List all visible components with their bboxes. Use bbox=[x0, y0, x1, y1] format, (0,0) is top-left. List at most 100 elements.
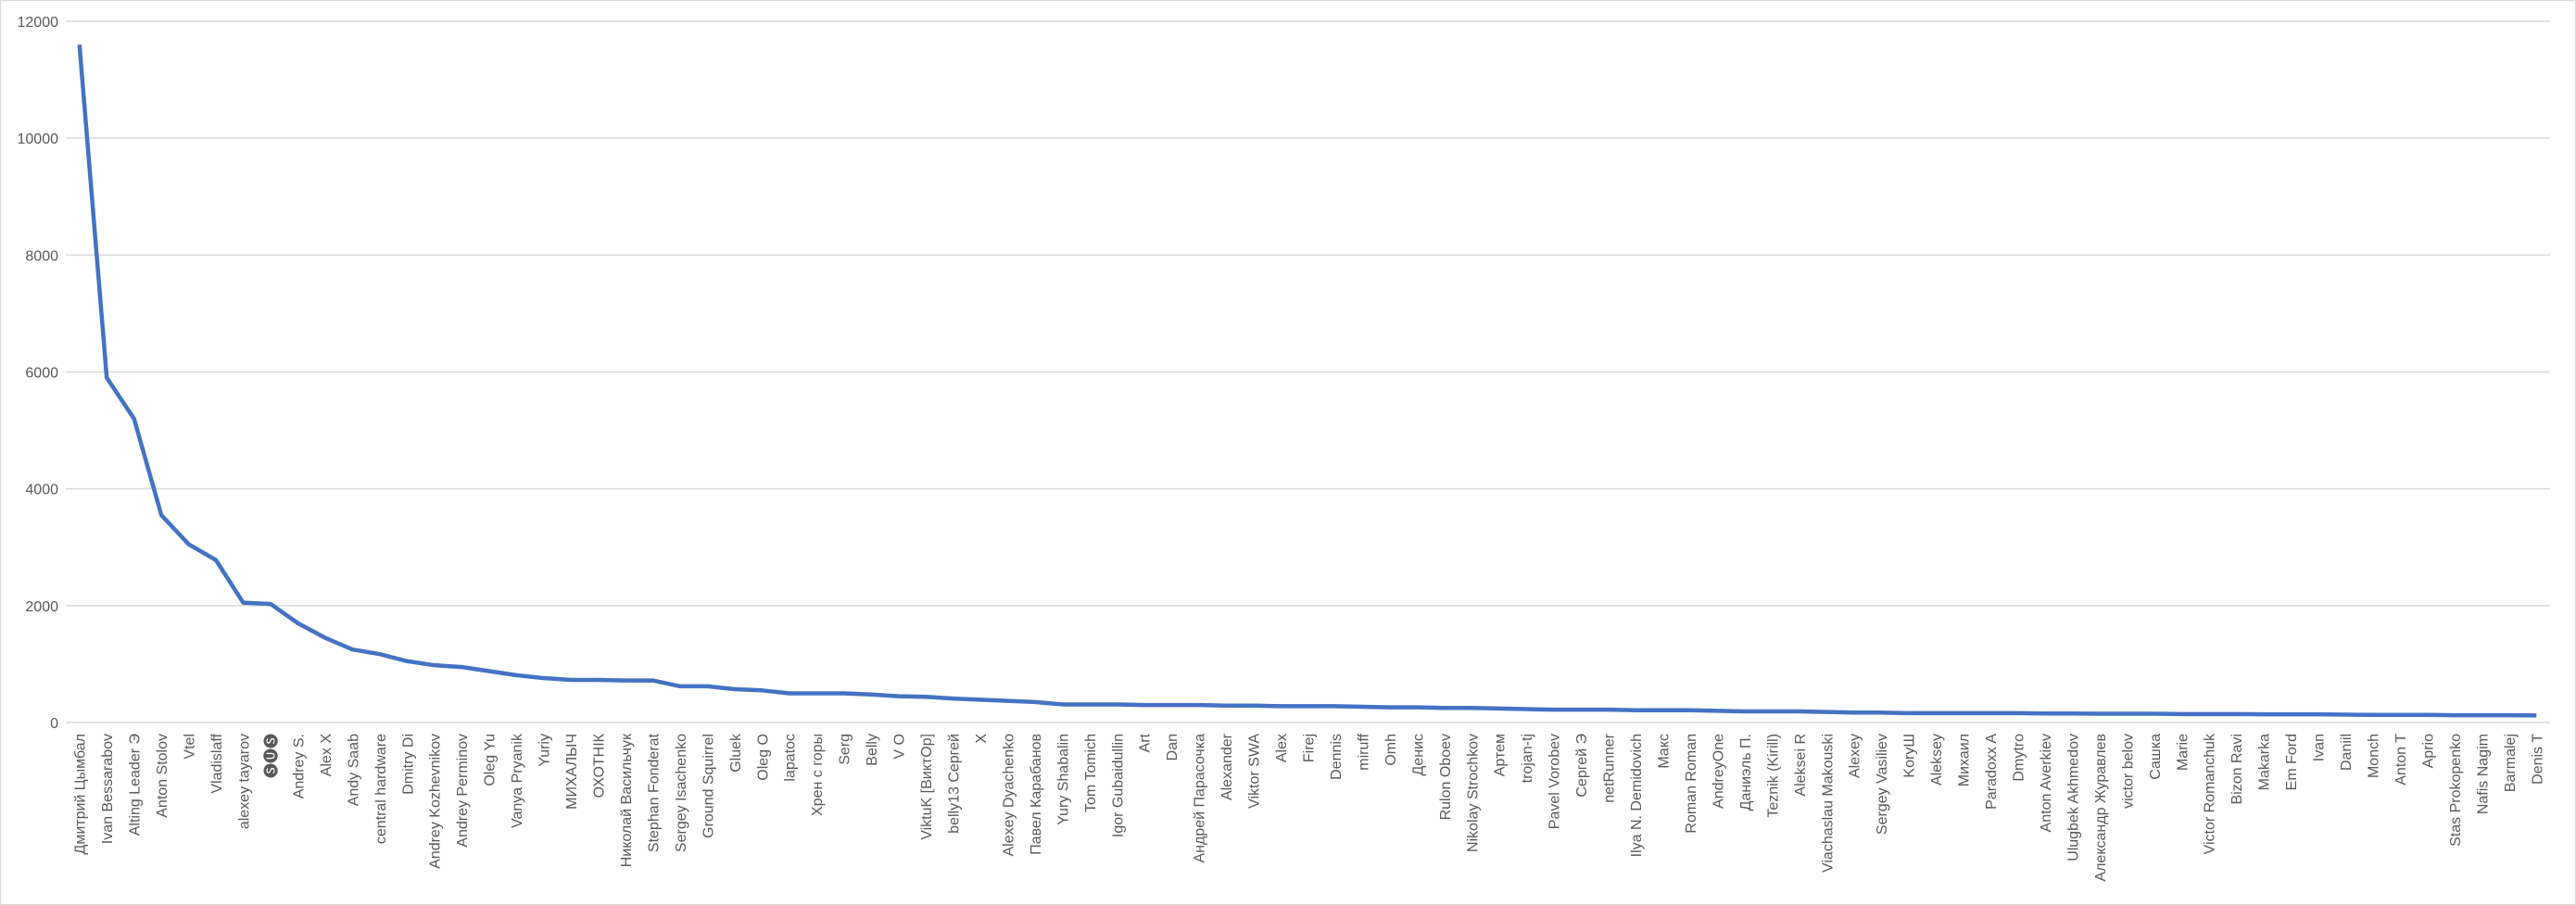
x-tick-label: Stas Prokopenko bbox=[2448, 734, 2464, 847]
x-tick-label: Igor Gubaidullin bbox=[1110, 734, 1126, 837]
x-tick-label: Хрен с горы bbox=[810, 734, 826, 816]
y-tick-label: 4000 bbox=[25, 483, 58, 498]
x-tick-label: Stephan Fonderat bbox=[646, 733, 662, 852]
x-tick-label: Vladislaff bbox=[209, 733, 225, 793]
x-tick-label: Dan bbox=[1165, 734, 1181, 760]
x-tick-label: Em Ford bbox=[2284, 734, 2300, 790]
y-tick-label: 2000 bbox=[25, 599, 58, 615]
x-tick-label: Viktor SWA bbox=[1247, 734, 1263, 809]
x-tick-label: Ivan Bessarabov bbox=[100, 734, 116, 844]
x-tick-label: Makarka bbox=[2257, 734, 2273, 790]
x-tick-label: Nikolay Strochkov bbox=[1465, 734, 1481, 852]
x-tick-label: AndreyOne bbox=[1711, 734, 1726, 809]
x-tick-label: Dennis bbox=[1329, 734, 1345, 780]
x-tick-label: Михаил bbox=[1957, 734, 1973, 786]
x-tick-label: Anton Averkiev bbox=[2039, 734, 2054, 832]
x-tick-label: Viachaslau Makouski bbox=[1820, 734, 1836, 873]
x-tick-label: Сашка bbox=[2148, 734, 2164, 780]
x-tick-label: Belly bbox=[865, 734, 880, 766]
x-tick-label: Alexey Dyachenko bbox=[1001, 734, 1017, 857]
x-tick-label: Serg bbox=[838, 734, 853, 765]
x-tick-label: Denis T bbox=[2530, 734, 2545, 785]
y-tick-label: 8000 bbox=[25, 248, 58, 264]
x-tick-label: Vtel bbox=[183, 734, 198, 760]
x-tick-label: Aleksei R bbox=[1793, 734, 1809, 797]
x-tick-label: Victor Romanchuk bbox=[2203, 733, 2218, 854]
y-tick-label: 0 bbox=[50, 716, 58, 732]
x-tick-label: Андрей Парасочка bbox=[1193, 734, 1208, 863]
x-tick-label: Николай Васильчук bbox=[619, 733, 635, 867]
x-tick-label: Сергей Э bbox=[1574, 734, 1590, 798]
x-tick-label: Marie bbox=[2175, 734, 2191, 771]
x-tick-label: Tom Tomich bbox=[1083, 734, 1099, 812]
x-tick-label: Ilya N. Demidovich bbox=[1629, 734, 1645, 857]
x-tick-label: 🅢🅤🅢 bbox=[263, 734, 280, 778]
x-tick-label: Paradoxx A bbox=[1984, 734, 2000, 810]
x-tick-label: Alex X bbox=[319, 734, 335, 777]
x-tick-label: Даниэль П. bbox=[1738, 734, 1754, 811]
x-tick-label: Sergey Isachenko bbox=[674, 734, 689, 852]
x-tick-label: belly13 Сергей bbox=[947, 734, 963, 834]
x-tick-label: Pavel Vorobev bbox=[1547, 734, 1563, 829]
x-tick-label: Andrey Kozhevnikov bbox=[428, 734, 444, 869]
x-tick-label: Макс bbox=[1657, 734, 1673, 769]
x-tick-label: Firej bbox=[1302, 734, 1318, 762]
x-tick-label: trojan-tj bbox=[1520, 734, 1535, 783]
line bbox=[77, 44, 2537, 718]
x-tick-label: Rulon Oboev bbox=[1438, 734, 1454, 820]
x-tick-label: ViktuK [ВиктОр] bbox=[919, 734, 935, 840]
x-tick-label: KoryШ bbox=[1902, 734, 1918, 778]
x-tick-label: Alex bbox=[1274, 734, 1290, 762]
x-tick-label: Yury Shabalin bbox=[1055, 734, 1071, 825]
x-tick-label: Nafis Nagim bbox=[2475, 734, 2491, 814]
x-tick-label: Andy Saab bbox=[346, 734, 361, 806]
x-tick-label: Дмитрий Цымбал bbox=[73, 734, 89, 855]
x-tick-label: Alexey bbox=[1848, 734, 1863, 778]
x-tick-label: Yuriy bbox=[537, 734, 553, 767]
x-tick-label: Anton T bbox=[2393, 734, 2409, 786]
x-tick-label: Alting Leader Э bbox=[128, 734, 144, 836]
x-tick-label: Денис bbox=[1410, 734, 1426, 776]
x-tick-label: Oleg Yu bbox=[483, 734, 499, 786]
x-tick-label: Ground Squirrel bbox=[701, 734, 716, 838]
x-tick-label: V O bbox=[892, 734, 908, 760]
x-tick-label: Sergey Vasiliev bbox=[1875, 734, 1890, 835]
x-tick-label: netRunner bbox=[1602, 733, 1618, 802]
x-tick-label: Dmytro bbox=[2012, 734, 2027, 782]
x-tick-label: Ivan bbox=[2312, 734, 2328, 761]
x-tick-label: Daniil bbox=[2339, 734, 2355, 771]
x-tick-label: central hardware bbox=[373, 734, 389, 844]
x-tick-label: victor belov bbox=[2120, 734, 2136, 809]
x-tick-label: Vanya Pryanik bbox=[510, 733, 525, 828]
x-tick-label: Art bbox=[1138, 733, 1154, 752]
x-tick-label: Артем bbox=[1493, 734, 1509, 776]
x-tick-label: Barmalej bbox=[2503, 734, 2519, 792]
x-tick-label: Gluek bbox=[728, 733, 744, 773]
y-tick-label: 10000 bbox=[18, 132, 59, 147]
x-tick-label: Omh bbox=[1383, 734, 1399, 766]
y-tick-label: 12000 bbox=[18, 15, 59, 31]
x-tick-label: miruff bbox=[1356, 733, 1371, 770]
x-tick-label: Bizon Ravi bbox=[2229, 734, 2245, 804]
x-tick-label: Monch bbox=[2367, 734, 2382, 778]
x-tick-label: Aleksey bbox=[1929, 734, 1945, 786]
x-tick-label: Andrey S. bbox=[291, 734, 307, 798]
x-tick-label: Ulugbek Akhmedov bbox=[2065, 734, 2081, 861]
x-tick-label: Oleg O bbox=[755, 734, 771, 781]
x-tick-label: МИХАЛЫЧ bbox=[564, 734, 580, 810]
x-tick-label: lapatoc bbox=[783, 734, 799, 782]
x-tick-label: Alexander bbox=[1219, 733, 1235, 800]
x-tick-label: Dmitry Di bbox=[400, 734, 416, 795]
x-tick-label: alexey tayarov bbox=[237, 734, 253, 829]
x-tick-label: Roman Roman bbox=[1684, 734, 1699, 834]
x-tick-label: Teznik (Kirill) bbox=[1765, 734, 1781, 818]
x-tick-label: X bbox=[974, 734, 990, 744]
x-tick-label: Павел Карабанов bbox=[1029, 734, 1044, 855]
x-tick-label: Александр Журавлев bbox=[2093, 734, 2109, 882]
x-tick-label: Aprio bbox=[2420, 734, 2436, 768]
y-tick-label: 6000 bbox=[25, 366, 58, 382]
x-tick-label: ОХОТНІК bbox=[592, 733, 608, 798]
x-tick-label: Andrey Perminov bbox=[455, 734, 471, 848]
